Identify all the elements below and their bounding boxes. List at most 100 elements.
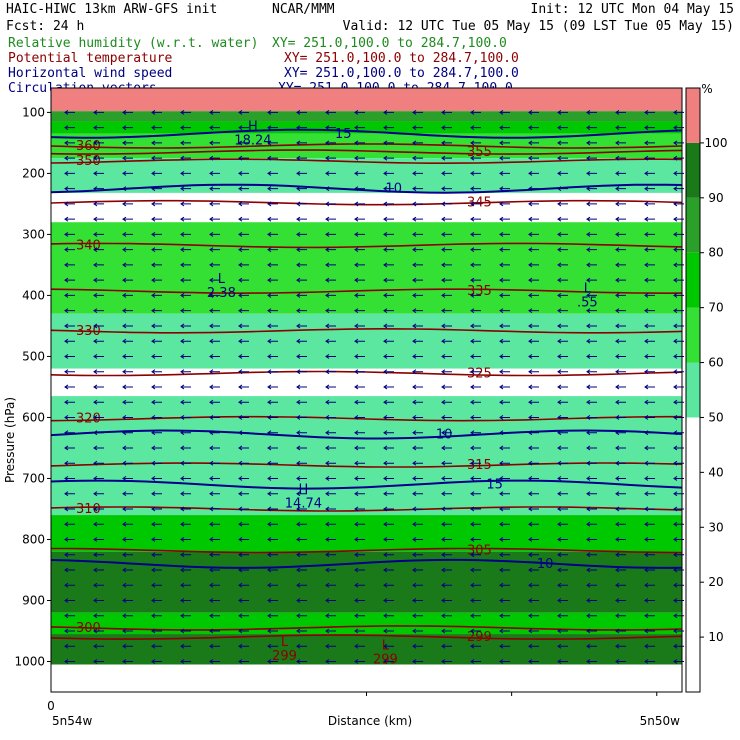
circulation-vector <box>267 186 278 192</box>
circulation-vector <box>528 277 539 283</box>
circulation-vector <box>93 628 104 634</box>
circulation-vector <box>122 384 133 390</box>
circulation-vector <box>151 430 162 436</box>
circulation-vector <box>180 186 191 192</box>
circulation-vector <box>267 628 278 634</box>
circulation-vector <box>296 140 307 146</box>
circulation-vector <box>412 628 423 634</box>
circulation-vector <box>238 628 249 634</box>
circulation-vector <box>151 186 162 192</box>
rh-band <box>51 222 682 314</box>
circulation-vector <box>64 552 75 558</box>
circulation-vector <box>383 247 394 253</box>
circulation-vector <box>93 476 104 481</box>
circulation-vector <box>557 262 568 268</box>
circulation-vector <box>151 491 162 497</box>
circulation-vector <box>644 643 655 649</box>
circulation-vector <box>412 445 423 451</box>
circulation-vector <box>383 613 394 619</box>
theta-contour <box>50 199 683 206</box>
circulation-vector <box>441 262 452 268</box>
circulation-vector <box>586 277 597 283</box>
colorbar-tick-label: 30 <box>708 520 723 534</box>
circulation-vector <box>586 430 597 436</box>
theta-contour <box>50 625 683 631</box>
circulation-vector <box>209 170 220 176</box>
circulation-vector <box>122 598 133 603</box>
institution-label: NCAR/MMM <box>272 2 335 17</box>
circulation-vector <box>325 491 336 497</box>
circulation-vector <box>93 354 104 359</box>
circulation-vector <box>586 384 597 390</box>
theta-contour-label: 345 <box>467 196 492 211</box>
circulation-vector <box>180 201 191 207</box>
circulation-vector <box>296 216 307 222</box>
circulation-vector <box>122 521 133 527</box>
circulation-vector <box>586 308 597 314</box>
circulation-vector <box>180 232 191 237</box>
circulation-vector <box>557 216 568 222</box>
circulation-vector <box>238 659 249 664</box>
circulation-vector <box>586 262 597 268</box>
circulation-vector <box>644 552 655 558</box>
circulation-vector <box>238 415 249 420</box>
circulation-vector <box>615 277 626 283</box>
circulation-vector <box>586 476 597 481</box>
circulation-vector <box>586 552 597 558</box>
extremum-marker: L <box>281 635 289 650</box>
theta-contour <box>50 143 683 149</box>
theta-contour-label: 325 <box>467 367 492 382</box>
circulation-vector <box>238 369 249 375</box>
theta-contour <box>50 158 683 164</box>
circulation-vector <box>354 247 365 253</box>
circulation-vector <box>615 430 626 436</box>
circulation-vector <box>644 354 655 359</box>
circulation-vector <box>383 201 394 207</box>
circulation-vector <box>644 216 655 222</box>
circulation-vector <box>296 460 307 466</box>
rh-band <box>51 192 682 223</box>
circulation-vector <box>325 613 336 619</box>
y-tick-label: 900 <box>22 593 45 607</box>
circulation-vector <box>354 506 365 512</box>
circulation-vector <box>296 537 307 542</box>
circulation-vector <box>499 613 510 619</box>
circulation-vector <box>122 430 133 436</box>
wind-speed-contour <box>50 479 683 490</box>
circulation-vector <box>644 537 655 542</box>
circulation-vector <box>209 232 220 237</box>
circulation-vector <box>64 216 75 222</box>
circulation-vector <box>412 384 423 390</box>
circulation-vector <box>180 552 191 558</box>
circulation-vector <box>412 613 423 619</box>
colorbar-segment <box>686 637 700 692</box>
circulation-vector <box>644 293 655 298</box>
circulation-vector <box>528 247 539 253</box>
circulation-vector <box>470 582 481 588</box>
circulation-vector <box>528 109 539 115</box>
circulation-vector <box>93 399 104 405</box>
circulation-vector <box>64 399 75 405</box>
circulation-vector <box>296 201 307 207</box>
circulation-vector <box>209 491 220 497</box>
circulation-vector <box>557 491 568 497</box>
circulation-vector <box>441 537 452 542</box>
circulation-vector <box>93 445 104 451</box>
circulation-vector <box>528 186 539 192</box>
circulation-vector <box>151 109 162 115</box>
circulation-vector <box>354 643 365 649</box>
circulation-vector <box>151 216 162 222</box>
circulation-vector <box>470 109 481 115</box>
rh-band <box>51 396 682 516</box>
circulation-vector <box>296 659 307 664</box>
y-tick-label: 1000 <box>14 654 45 668</box>
circulation-vector <box>383 170 394 176</box>
circulation-vector <box>557 506 568 512</box>
circulation-vector <box>267 232 278 237</box>
circulation-vector <box>151 460 162 466</box>
circulation-vector <box>122 109 133 115</box>
circulation-vector <box>238 262 249 268</box>
circulation-vector <box>209 643 220 649</box>
circulation-vector <box>354 277 365 283</box>
circulation-vector <box>267 247 278 253</box>
